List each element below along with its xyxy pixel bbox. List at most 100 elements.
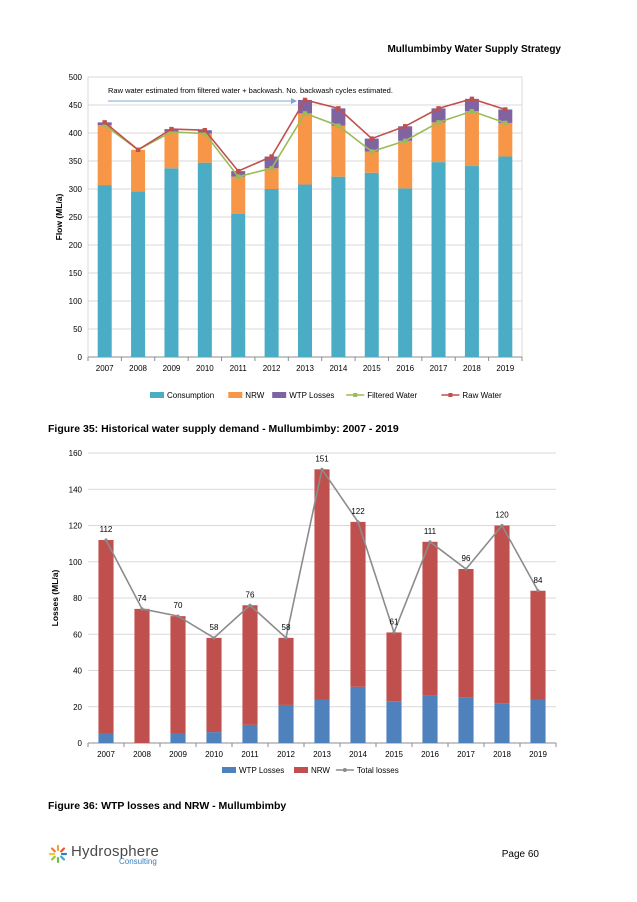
point-raw-water (269, 154, 274, 159)
logo-name: Hydrosphere (71, 843, 160, 860)
y-tick-label: 100 (69, 297, 83, 306)
x-tick-label: 2018 (463, 364, 481, 373)
annotation-arrowhead (291, 98, 297, 104)
point-total-losses (284, 636, 288, 640)
y-tick-label: 50 (73, 325, 82, 334)
x-tick-label: 2017 (430, 364, 448, 373)
y-tick-label: 20 (73, 703, 82, 712)
bar-nrw (431, 122, 446, 163)
point-filtered-water (369, 149, 374, 154)
legend-label: Total losses (357, 766, 399, 775)
x-tick-label: 2010 (196, 364, 214, 373)
y-tick-label: 100 (69, 558, 83, 567)
y-tick-label: 120 (69, 522, 83, 531)
x-tick-label: 2013 (296, 364, 314, 373)
point-filtered-water (436, 120, 441, 125)
bar-wtp-losses (530, 699, 546, 743)
point-raw-water (202, 128, 208, 133)
point-total-losses (320, 467, 324, 471)
x-tick-label: 2007 (96, 364, 114, 373)
point-total-losses (104, 538, 108, 542)
point-total-losses (176, 614, 180, 618)
x-tick-label: 2014 (349, 750, 367, 759)
y-tick-label: 350 (69, 157, 83, 166)
point-raw-water (102, 120, 107, 125)
data-label: 84 (534, 576, 543, 585)
point-raw-water (503, 107, 508, 112)
y-axis-label: Losses (ML/a) (50, 569, 60, 626)
bar-wtp-losses (98, 733, 114, 743)
bar-wtp-losses (170, 733, 186, 743)
x-tick-label: 2016 (396, 364, 414, 373)
x-tick-label: 2015 (363, 364, 381, 373)
y-tick-label: 500 (69, 73, 83, 82)
point-total-losses (500, 523, 504, 528)
bar-wtp-losses (297, 99, 313, 114)
x-tick-label: 2011 (241, 750, 259, 759)
bar-nrw (422, 541, 438, 696)
bar-consumption (431, 162, 446, 357)
bar-nrw (398, 140, 413, 189)
bar-nrw (494, 525, 510, 704)
bar-nrw (164, 131, 179, 169)
y-tick-label: 300 (69, 185, 83, 194)
bar-wtp-losses (494, 703, 510, 743)
bar-consumption (297, 184, 313, 357)
data-label: 58 (282, 623, 291, 632)
y-tick-label: 0 (78, 739, 83, 748)
data-label: 111 (424, 527, 437, 536)
bar-nrw (498, 122, 513, 157)
x-tick-label: 2009 (163, 364, 181, 373)
x-tick-label: 2007 (97, 750, 115, 759)
y-tick-label: 60 (73, 630, 82, 639)
bar-consumption (364, 172, 379, 357)
point-raw-water (302, 97, 308, 103)
bar-wtp-losses (464, 98, 479, 112)
x-tick-label: 2013 (313, 750, 331, 759)
data-label: 58 (210, 623, 219, 632)
bar-nrw (364, 151, 379, 173)
data-label: 122 (351, 507, 365, 516)
bar-nrw (350, 521, 366, 687)
x-tick-label: 2008 (133, 750, 151, 759)
point-filtered-water (503, 120, 508, 126)
legend-swatch (272, 392, 287, 398)
losses-chart: 0 20 40 60 80 100 120 140 160 2007 2008 2009 2010 201… (50, 449, 557, 775)
bar-wtp-losses (278, 704, 294, 743)
point-total-losses (212, 636, 216, 640)
y-tick-label: 0 (78, 353, 83, 362)
x-tick-label: 2009 (169, 750, 187, 759)
x-tick-label: 2012 (277, 750, 295, 759)
bar-wtp-losses (350, 686, 366, 743)
figure-35-caption: Figure 35: Historical water supply deman… (48, 423, 399, 435)
point-filtered-water (402, 138, 408, 144)
point-filtered-water (336, 123, 341, 128)
legend-swatch (150, 392, 164, 398)
point-filtered-water (202, 131, 208, 136)
bar-wtp-losses (314, 699, 330, 743)
point-filtered-water (269, 166, 274, 171)
bar-nrw (131, 149, 146, 192)
legend-marker (448, 393, 453, 397)
data-label: 74 (138, 594, 147, 603)
hydrosphere-swirl-icon (48, 844, 68, 864)
bar-nrw (464, 111, 479, 167)
bar-wtp-losses (231, 171, 246, 177)
bar-wtp-losses (264, 156, 279, 169)
data-label: 112 (100, 525, 113, 534)
point-raw-water (369, 136, 374, 141)
bar-wtp-losses (242, 724, 258, 743)
legend-marker (342, 768, 347, 772)
legend-marker (353, 393, 358, 397)
point-total-losses (392, 630, 396, 635)
legend-label: Consumption (167, 391, 214, 400)
x-tick-label: 2019 (529, 750, 547, 759)
x-tick-label: 2012 (263, 364, 281, 373)
bar-wtp-losses (458, 697, 474, 743)
point-raw-water (135, 147, 141, 152)
bar-nrw (264, 168, 279, 189)
x-tick-label: 2010 (205, 750, 223, 759)
legend-label: Filtered Water (367, 391, 417, 400)
bar-consumption (398, 188, 413, 357)
legend-swatch (228, 392, 243, 398)
